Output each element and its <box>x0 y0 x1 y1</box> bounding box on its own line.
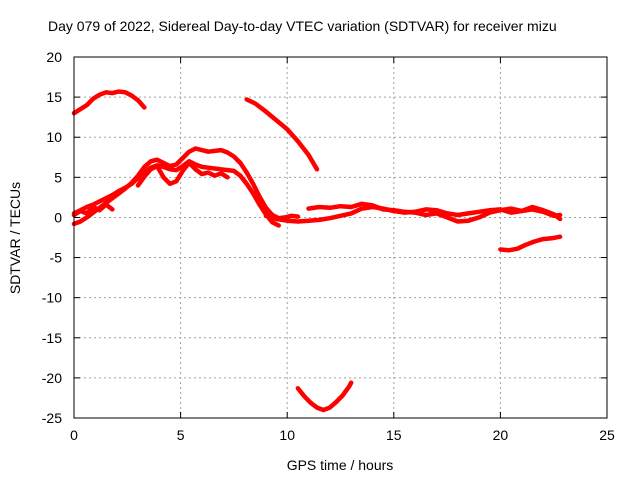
y-tick-label: 5 <box>54 169 62 185</box>
series-arc-1 <box>71 89 147 116</box>
y-axis-label: SDTVAR / TECUs <box>7 182 23 294</box>
x-axis-label: GPS time / hours <box>287 457 394 473</box>
y-tick-label: 15 <box>46 89 62 105</box>
axis-ticks: 0 5 10 15 20 25 -25 -20 -15 -10 -5 0 5 10 15 20 <box>42 49 615 443</box>
y-tick-label: 20 <box>46 49 62 65</box>
y-tick-label: -10 <box>42 290 62 306</box>
plot-frame <box>73 56 608 419</box>
chart-title: Day 079 of 2022, Sidereal Day-to-day VTE… <box>48 18 557 34</box>
series-arc-8 <box>306 201 563 224</box>
series-arc-3 <box>71 146 301 227</box>
y-tick-label: 0 <box>54 209 62 225</box>
y-tick-label: -15 <box>42 330 62 346</box>
series-arc-6 <box>135 160 230 188</box>
y-tick-label: -20 <box>42 370 62 386</box>
data-series <box>71 89 563 413</box>
series-arc-5 <box>71 202 115 218</box>
grid-lines <box>74 57 607 418</box>
x-tick-label: 20 <box>493 427 509 443</box>
x-tick-label: 5 <box>177 427 185 443</box>
x-tick-label: 10 <box>279 427 295 443</box>
x-tick-label: 15 <box>386 427 402 443</box>
x-tick-label: 25 <box>599 427 615 443</box>
series-arc-10 <box>295 380 354 413</box>
series-arc-2 <box>244 97 320 172</box>
series-arc-4 <box>71 159 281 228</box>
x-tick-label: 0 <box>70 427 78 443</box>
y-tick-label: -25 <box>42 410 62 426</box>
series-arc-9 <box>498 234 563 253</box>
y-tick-label: 10 <box>46 129 62 145</box>
y-tick-label: -5 <box>50 250 63 266</box>
